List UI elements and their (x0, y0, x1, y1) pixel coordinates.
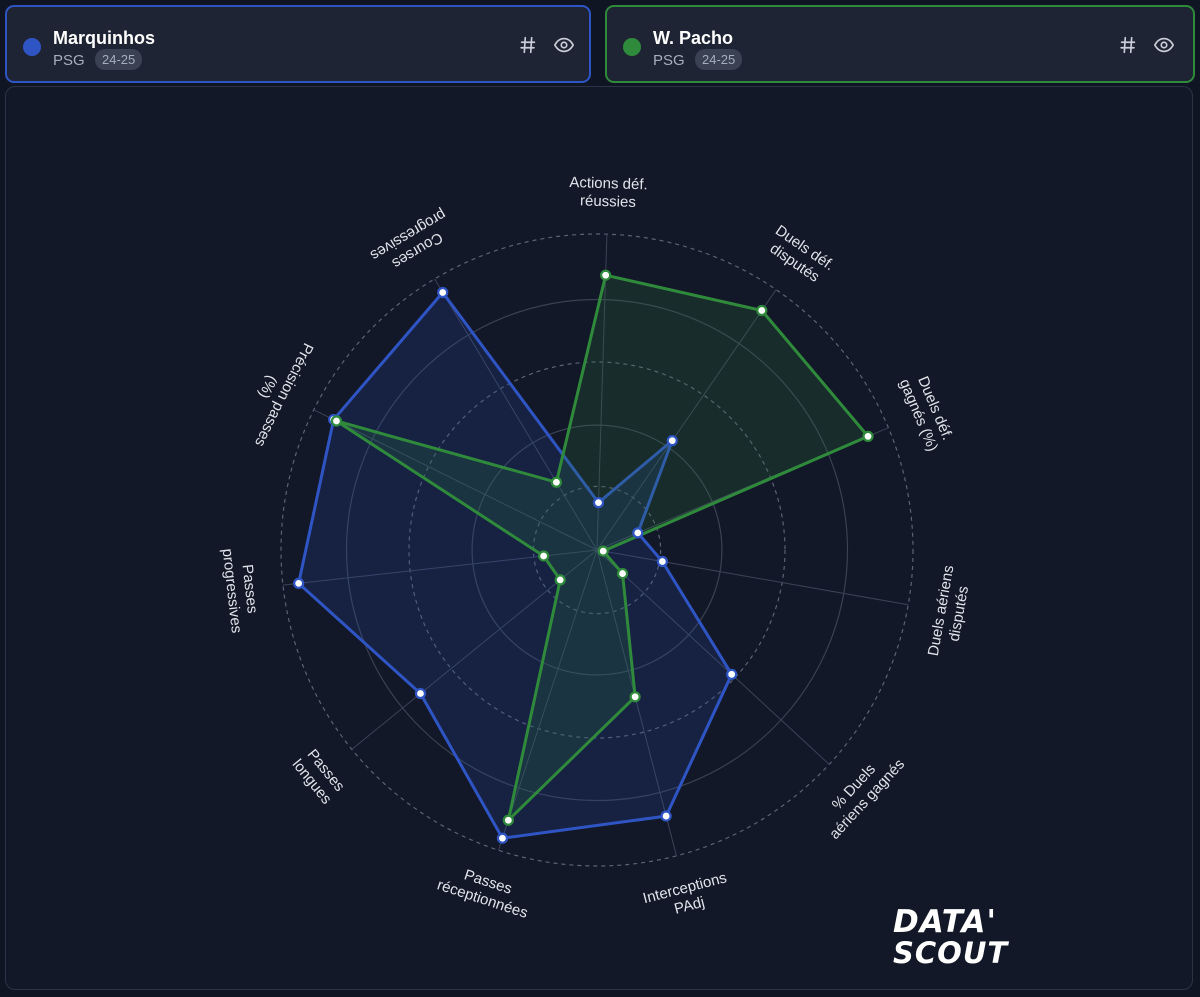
hash-icon[interactable] (1117, 34, 1139, 56)
radar-chart-panel (5, 86, 1193, 990)
grid-ring (471, 424, 723, 676)
axis-spoke (434, 278, 598, 551)
axis-label: Duels aériensdisputés (925, 564, 975, 660)
data-point (293, 577, 305, 589)
data-point (656, 555, 668, 568)
player-name: W. Pacho (653, 28, 734, 48)
axis-spoke (596, 289, 777, 551)
axis-label-line: progressives (219, 548, 245, 634)
axis-label: Duels déf.disputés (762, 222, 837, 289)
grid-ring (532, 485, 662, 615)
data-point (600, 269, 612, 281)
grid-ring (408, 361, 786, 739)
season-badge: 24-25 (95, 49, 143, 70)
data-point (862, 430, 874, 442)
axis-spoke (313, 409, 598, 551)
axis-spoke (596, 549, 830, 765)
data-point (756, 304, 768, 317)
data-point (592, 497, 605, 509)
axis-label: Coursesprogressives (367, 206, 458, 280)
data-point (502, 814, 514, 826)
axis-label-line: réussies (580, 192, 636, 211)
axis-label-line: Passes (238, 563, 260, 614)
data-point (666, 435, 678, 447)
axis-spoke (498, 549, 598, 851)
data-point (616, 567, 629, 580)
logo-line-2: SCOUT (893, 936, 1009, 970)
data-point (726, 668, 738, 680)
data-point (629, 691, 641, 703)
datascout-logo: DATA' SCOUT (893, 904, 1009, 970)
axis-label: Passeslongues (289, 745, 349, 808)
axis-spoke (596, 549, 909, 606)
data-point (437, 286, 449, 299)
axis-spoke (596, 549, 677, 856)
player-color-dot (623, 38, 641, 56)
grid-ring (345, 298, 849, 802)
series-area-0 (297, 290, 734, 840)
player-card-pacho[interactable]: W. Pacho PSG 24-25 (605, 5, 1195, 83)
player-name: Marquinhos (53, 28, 155, 48)
data-point (330, 415, 343, 427)
grid-ring (280, 233, 914, 867)
player-club: PSG (653, 52, 685, 69)
player-card-marquinhos[interactable]: Marquinhos PSG 24-25 (5, 5, 591, 83)
player-club: PSG (53, 52, 85, 69)
data-point (632, 527, 644, 539)
player-color-dot (23, 38, 41, 56)
axis-label-line: Actions déf. (569, 174, 648, 193)
data-point (414, 687, 427, 700)
data-point (538, 550, 550, 562)
data-point (554, 574, 566, 586)
data-point (660, 810, 672, 822)
logo-line-1: DATA' (893, 904, 997, 940)
hash-icon[interactable] (517, 34, 539, 56)
axis-label: InterceptionsPAdj (641, 869, 733, 924)
axis-label: Actions déf.réussies (569, 174, 648, 211)
axis-label: Passesréceptionnées (435, 859, 535, 922)
season-badge: 24-25 (695, 49, 743, 70)
eye-icon[interactable] (1153, 34, 1175, 56)
data-point (550, 476, 562, 488)
axis-label: Duels déf.gagnés (%) (896, 370, 958, 454)
axis-label: % Duelsaériens gagnés (813, 744, 908, 843)
data-point (496, 832, 509, 844)
eye-icon[interactable] (553, 34, 575, 56)
axis-label: Passesprogressives (219, 546, 263, 634)
data-point (597, 545, 609, 557)
